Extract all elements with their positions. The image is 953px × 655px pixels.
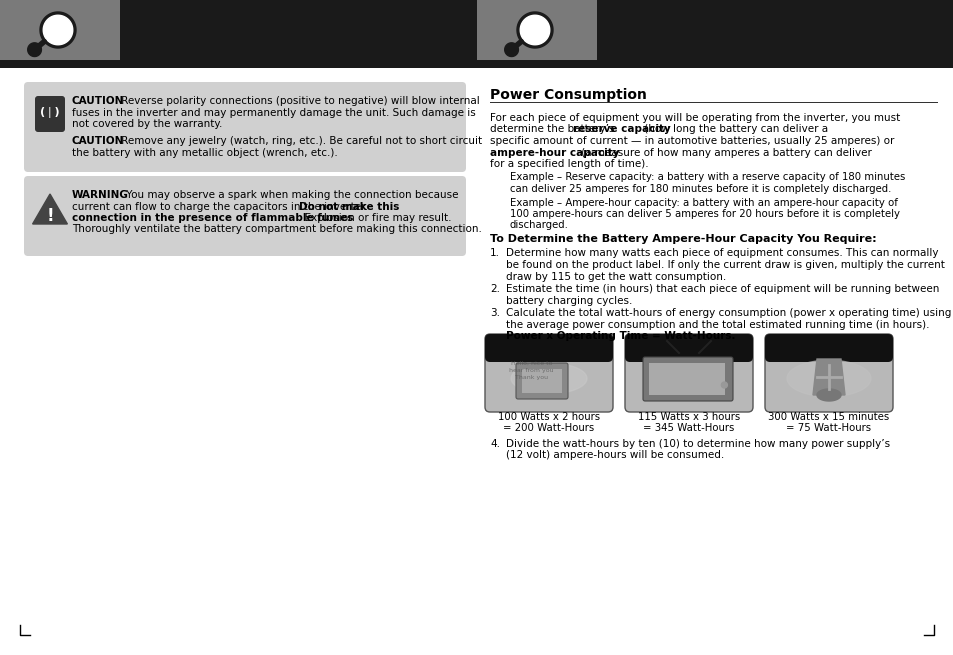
FancyBboxPatch shape bbox=[484, 334, 613, 362]
Text: Divide the watt-hours by ten (10) to determine how many power supply’s: Divide the watt-hours by ten (10) to det… bbox=[505, 439, 889, 449]
Bar bbox=[490, 339, 607, 353]
Text: draw by 115 to get the watt consumption.: draw by 115 to get the watt consumption. bbox=[505, 272, 725, 282]
FancyBboxPatch shape bbox=[624, 334, 752, 412]
Text: connection in the presence of flammable fumes: connection in the presence of flammable … bbox=[71, 213, 353, 223]
Bar bbox=[490, 102, 937, 103]
Text: current can flow to charge the capacitors in the inverter.: current can flow to charge the capacitor… bbox=[71, 202, 371, 212]
Bar bbox=[629, 339, 747, 353]
FancyBboxPatch shape bbox=[764, 334, 892, 362]
Text: = 345 Watt-Hours: = 345 Watt-Hours bbox=[642, 423, 734, 433]
Text: determine the battery’s: determine the battery’s bbox=[490, 124, 618, 134]
FancyBboxPatch shape bbox=[35, 96, 65, 132]
Polygon shape bbox=[786, 360, 870, 397]
Text: 115 Watts x 3 hours: 115 Watts x 3 hours bbox=[638, 412, 740, 422]
Bar bbox=[769, 339, 887, 353]
Text: 1.: 1. bbox=[490, 248, 499, 259]
Text: fuses in the inverter and may permanently damage the unit. Such damage is: fuses in the inverter and may permanentl… bbox=[71, 107, 476, 117]
Text: (how long the battery can deliver a: (how long the battery can deliver a bbox=[640, 124, 827, 134]
Polygon shape bbox=[511, 363, 586, 394]
FancyBboxPatch shape bbox=[642, 357, 732, 401]
Text: Remove any jewelry (watch, ring, etc.). Be careful not to short circuit: Remove any jewelry (watch, ring, etc.). … bbox=[118, 136, 481, 147]
Text: hear from you: hear from you bbox=[509, 368, 553, 373]
Bar bbox=[521, 369, 561, 393]
FancyBboxPatch shape bbox=[624, 334, 752, 362]
Bar bbox=[0, 0, 120, 60]
Text: ampere-hour capacity: ampere-hour capacity bbox=[490, 147, 618, 157]
Text: battery charging cycles.: battery charging cycles. bbox=[505, 295, 632, 305]
Text: Example – Reserve capacity: a battery with a reserve capacity of 180 minutes: Example – Reserve capacity: a battery wi… bbox=[510, 172, 904, 183]
Text: can deliver 25 amperes for 180 minutes before it is completely discharged.: can deliver 25 amperes for 180 minutes b… bbox=[510, 184, 890, 194]
Text: Power Consumption: Power Consumption bbox=[490, 88, 646, 102]
Bar bbox=[476, 0, 597, 60]
Text: 2.: 2. bbox=[490, 284, 499, 294]
FancyBboxPatch shape bbox=[484, 334, 613, 412]
Text: reserve capacity: reserve capacity bbox=[573, 124, 670, 134]
Text: Reverse polarity connections (positive to negative) will blow internal: Reverse polarity connections (positive t… bbox=[118, 96, 479, 106]
FancyBboxPatch shape bbox=[24, 82, 465, 172]
Text: Power x Operating Time = Watt-Hours.: Power x Operating Time = Watt-Hours. bbox=[505, 331, 735, 341]
Text: Determine how many watts each piece of equipment consumes. This can normally: Determine how many watts each piece of e… bbox=[505, 248, 938, 259]
Text: Thoroughly ventilate the battery compartment before making this connection.: Thoroughly ventilate the battery compart… bbox=[71, 225, 481, 234]
Polygon shape bbox=[28, 43, 41, 56]
Text: Hello, nice to: Hello, nice to bbox=[510, 361, 552, 366]
FancyBboxPatch shape bbox=[516, 363, 567, 399]
Text: discharged.: discharged. bbox=[510, 221, 568, 231]
Bar bbox=[648, 363, 724, 395]
Text: Example – Ampere-hour capacity: a battery with an ampere-hour capacity of: Example – Ampere-hour capacity: a batter… bbox=[510, 198, 897, 208]
Text: 300 Watts x 15 minutes: 300 Watts x 15 minutes bbox=[767, 412, 889, 422]
Polygon shape bbox=[32, 194, 68, 224]
Text: CAUTION: CAUTION bbox=[71, 136, 124, 147]
Text: (a measure of how many amperes a battery can deliver: (a measure of how many amperes a battery… bbox=[578, 147, 871, 157]
FancyBboxPatch shape bbox=[24, 176, 465, 256]
Polygon shape bbox=[812, 359, 844, 395]
Text: 100 Watts x 2 hours: 100 Watts x 2 hours bbox=[497, 412, 599, 422]
Text: Calculate the total watt-hours of energy consumption (power x operating time) us: Calculate the total watt-hours of energy… bbox=[505, 308, 950, 318]
Text: Thank you: Thank you bbox=[515, 375, 547, 380]
Text: Do not make this: Do not make this bbox=[298, 202, 399, 212]
Text: WARNING: WARNING bbox=[71, 190, 129, 200]
Text: the battery with any metallic object (wrench, etc.).: the battery with any metallic object (wr… bbox=[71, 148, 337, 158]
Text: 3.: 3. bbox=[490, 308, 499, 318]
Polygon shape bbox=[517, 12, 553, 48]
Text: (❘): (❘) bbox=[40, 107, 60, 119]
Polygon shape bbox=[519, 15, 549, 45]
Text: = 75 Watt-Hours: = 75 Watt-Hours bbox=[785, 423, 871, 433]
Polygon shape bbox=[720, 382, 726, 388]
Text: 4.: 4. bbox=[490, 439, 499, 449]
Text: CAUTION: CAUTION bbox=[71, 96, 124, 106]
Text: For each piece of equipment you will be operating from the inverter, you must: For each piece of equipment you will be … bbox=[490, 113, 900, 123]
Text: To Determine the Battery Ampere-Hour Capacity You Require:: To Determine the Battery Ampere-Hour Cap… bbox=[490, 234, 876, 244]
Polygon shape bbox=[646, 360, 730, 397]
Text: not covered by the warranty.: not covered by the warranty. bbox=[71, 119, 222, 129]
Text: Estimate the time (in hours) that each piece of equipment will be running betwee: Estimate the time (in hours) that each p… bbox=[505, 284, 939, 294]
Polygon shape bbox=[43, 15, 72, 45]
Text: You may observe a spark when making the connection because: You may observe a spark when making the … bbox=[123, 190, 458, 200]
Text: be found on the product label. If only the current draw is given, multiply the c: be found on the product label. If only t… bbox=[505, 260, 943, 270]
Polygon shape bbox=[816, 389, 841, 401]
Text: (12 volt) ampere-hours will be consumed.: (12 volt) ampere-hours will be consumed. bbox=[505, 451, 723, 460]
Text: !: ! bbox=[46, 207, 53, 225]
Polygon shape bbox=[40, 12, 76, 48]
Text: specific amount of current — in automotive batteries, usually 25 amperes) or: specific amount of current — in automoti… bbox=[490, 136, 894, 146]
Polygon shape bbox=[504, 43, 517, 56]
Text: . Explosion or fire may result.: . Explosion or fire may result. bbox=[297, 213, 451, 223]
Text: = 200 Watt-Hours: = 200 Watt-Hours bbox=[503, 423, 594, 433]
Text: for a specified length of time).: for a specified length of time). bbox=[490, 159, 648, 169]
FancyBboxPatch shape bbox=[764, 334, 892, 412]
Text: 100 ampere-hours can deliver 5 amperes for 20 hours before it is completely: 100 ampere-hours can deliver 5 amperes f… bbox=[510, 209, 899, 219]
Text: the average power consumption and the total estimated running time (in hours).: the average power consumption and the to… bbox=[505, 320, 928, 329]
Bar bbox=[0, 0, 953, 68]
